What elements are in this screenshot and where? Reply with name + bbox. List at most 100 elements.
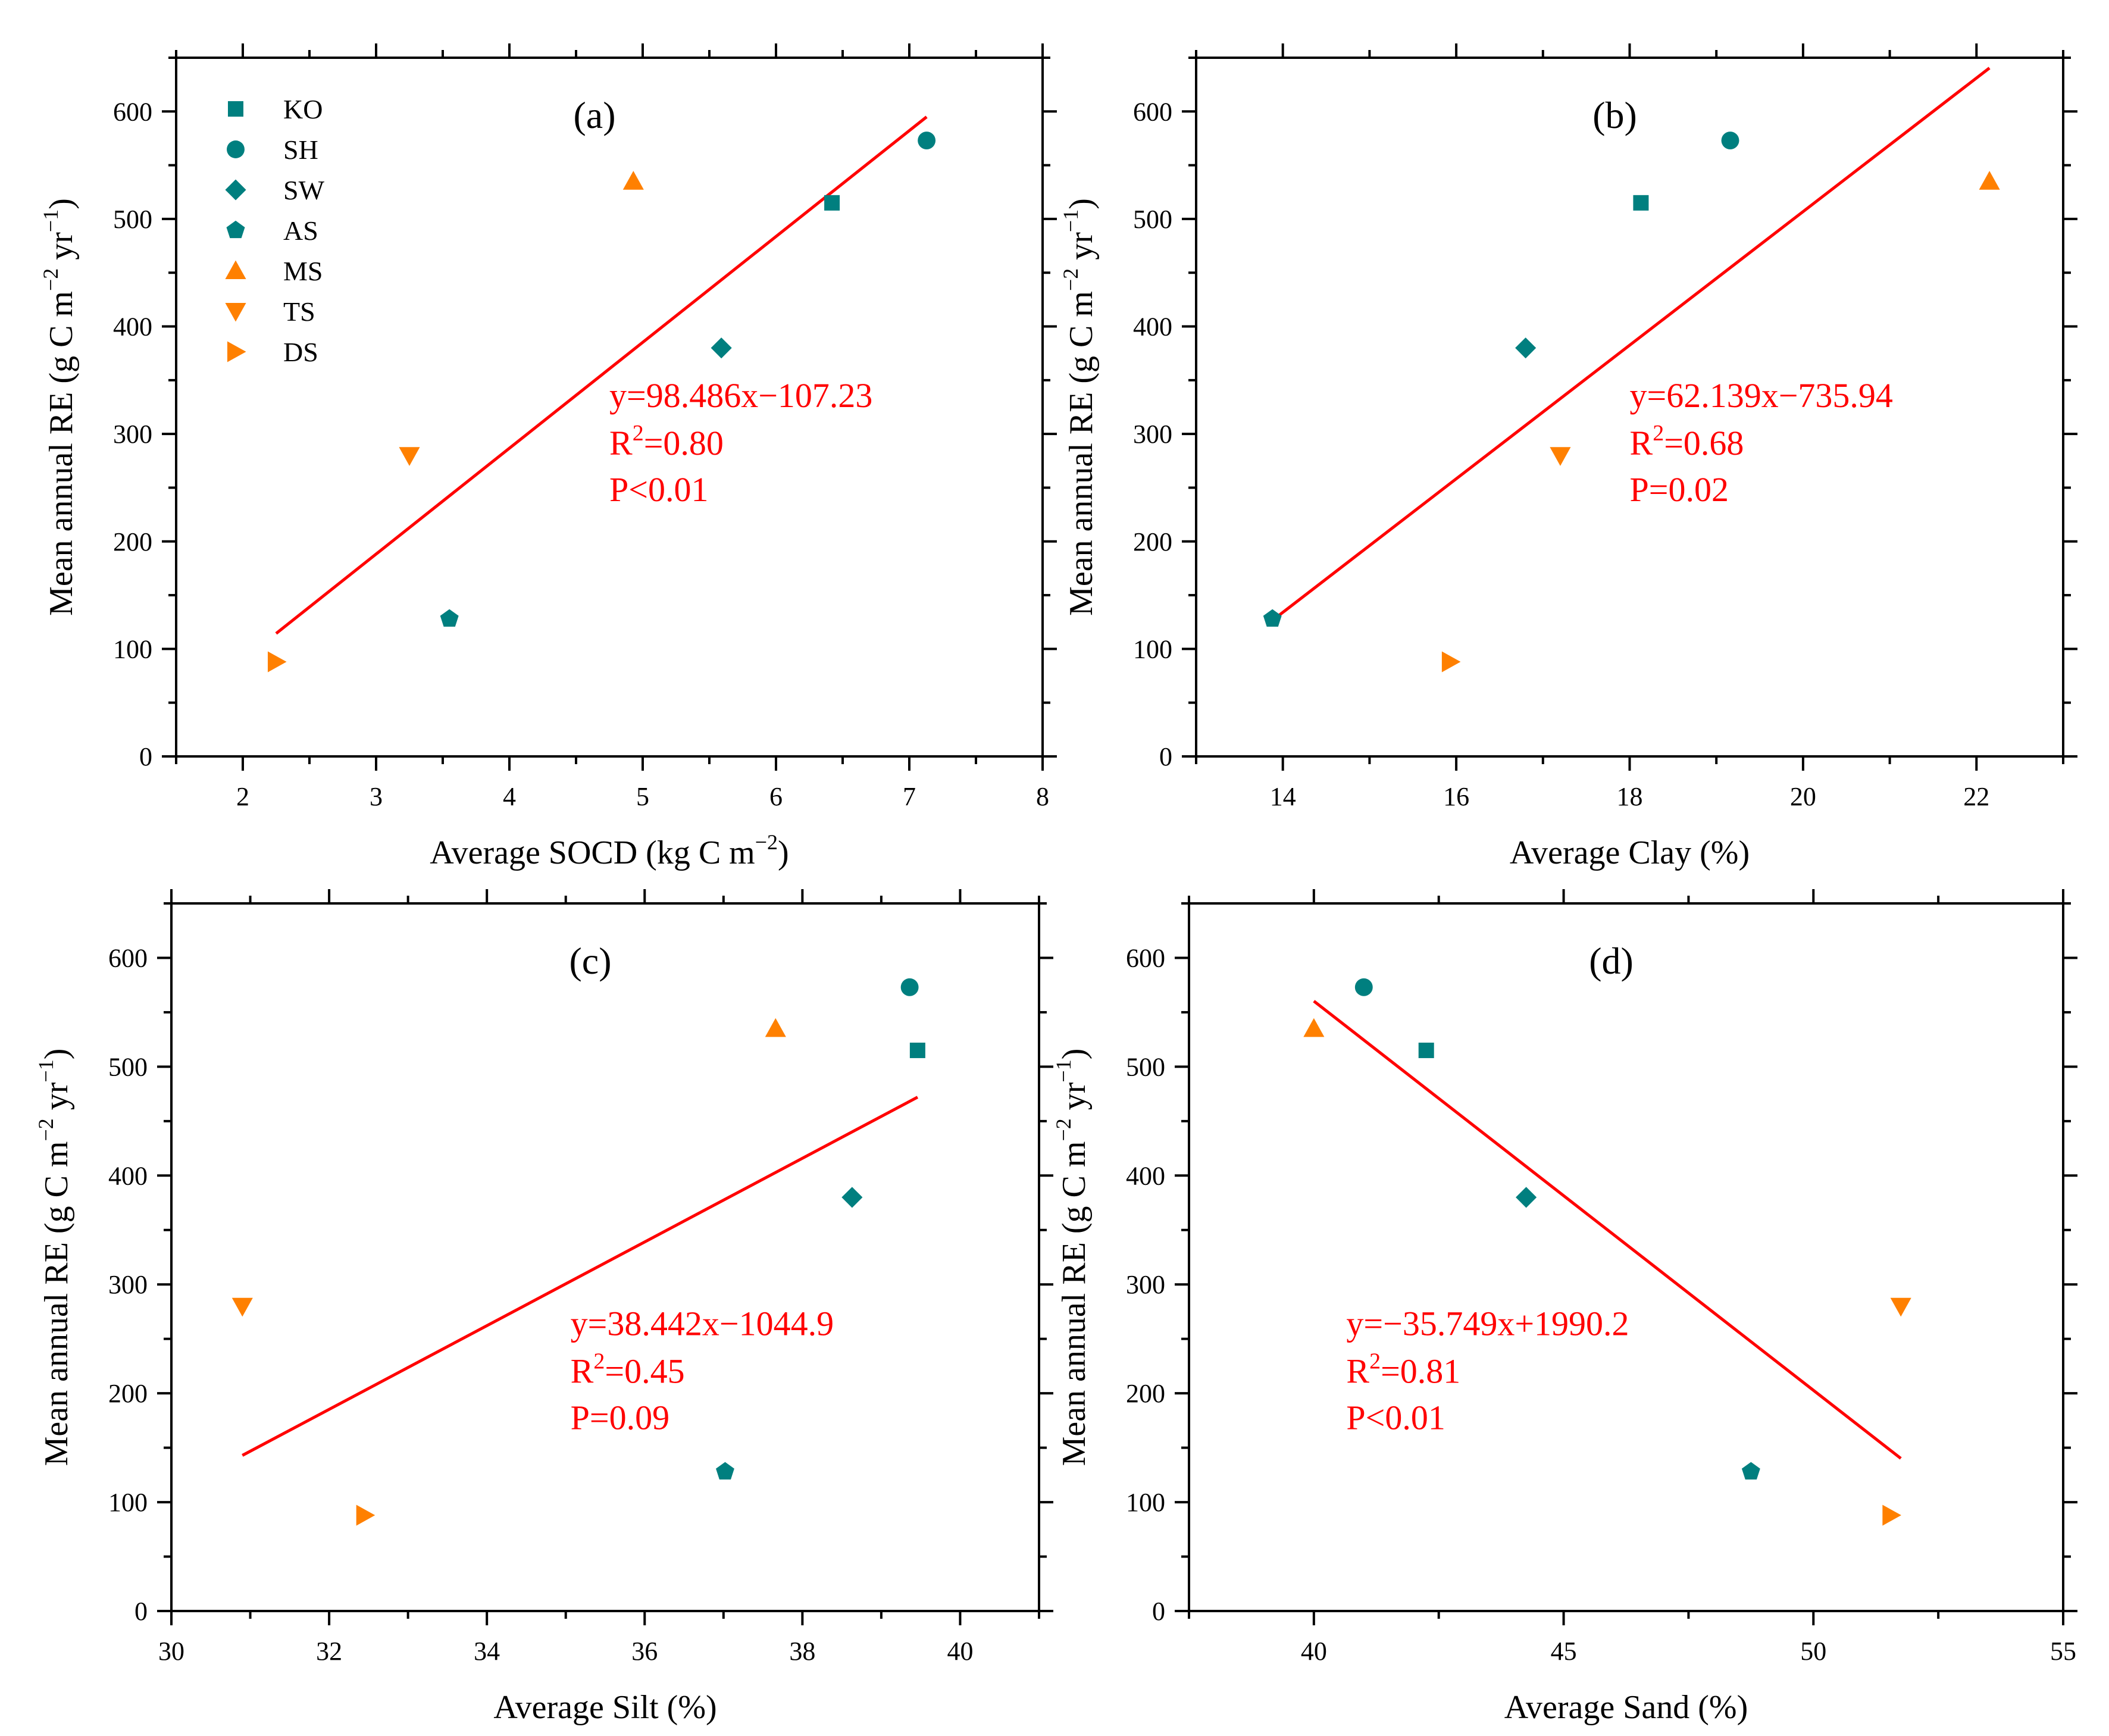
legend-marker [225,179,246,201]
y-tick-label: 400 [1133,312,1172,342]
y-tick-label: 0 [139,742,152,771]
panel-label: (a) [573,94,615,136]
legend-item-sh: SH [227,134,318,165]
y-tick-label: 300 [1133,420,1172,449]
y-tick-label: 400 [1126,1161,1165,1190]
y-tick-label: 200 [1126,1379,1165,1408]
y-tick-label: 200 [113,527,152,556]
data-point-ko [1418,1042,1434,1058]
panel-label: (b) [1592,94,1637,136]
panel-d: 40 45 50 55 0 100 200 300 400 500 600 Average Sand … [1052,889,2077,1726]
p-value: P=0.09 [571,1398,669,1437]
legend-item-sw: SW [225,175,325,205]
plot-frame [170,902,1040,1612]
legend-label: DS [283,337,318,367]
y-axis-title: Mean annual RE (g C m−2 yr−1) [39,198,80,616]
regression-line [242,1096,919,1457]
x-axis-title: Average Clay (%) [1510,834,1750,871]
data-point-as [1263,609,1282,627]
y-tick-label: 500 [1126,1052,1165,1081]
y-tick-label: 200 [1133,527,1172,556]
panel-label: (d) [1589,940,1634,982]
x-tick-label: 40 [947,1637,973,1666]
data-point-as [1741,1462,1760,1479]
r-squared: R2=0.45 [571,1349,685,1390]
y-tick-label: 400 [108,1161,148,1190]
data-point-sh [1354,978,1373,996]
x-tick-label: 38 [789,1637,815,1666]
x-tick-label: 16 [1443,782,1469,811]
data-point-ds [1882,1504,1901,1526]
data-point-ms [622,171,644,190]
legend-item-ms: MS [225,256,323,286]
y-tick-label: 0 [134,1597,148,1626]
r-squared: R2=0.68 [1630,421,1744,462]
legend-item-ts: TS [225,296,315,327]
x-tick-label: 45 [1551,1637,1577,1666]
x-tick-label: 4 [503,782,516,811]
x-tick-label: 36 [631,1637,658,1666]
legend-item-as: AS [226,215,318,246]
y-axis-title: Mean annual RE (g C m−2 yr−1) [1052,1049,1093,1466]
regression-line [1271,67,1991,622]
x-tick-label: 30 [158,1637,184,1666]
legend: KO SH SW AS MS TS DS [225,94,325,367]
data-point-as [716,1462,734,1479]
legend-label: AS [283,215,318,246]
legend-label: SW [283,175,325,205]
legend-label: MS [283,256,323,286]
x-tick-label: 7 [903,782,916,811]
y-tick-label: 0 [1152,1597,1165,1626]
y-tick-label: 500 [1133,205,1172,234]
data-point-ts [231,1297,253,1317]
legend-marker [226,220,245,239]
panel-label: (c) [569,940,611,982]
legend-marker [225,260,246,280]
plot-frame [1188,902,2064,1612]
legend-label: TS [283,296,315,327]
legend-marker [225,302,246,322]
y-tick-label: 0 [1159,742,1172,771]
x-axis-title: Average Sand (%) [1504,1689,1748,1726]
x-tick-label: 55 [2050,1637,2076,1666]
data-point-ds [356,1504,376,1526]
y-tick-label: 600 [113,97,152,126]
data-point-ko [824,195,840,211]
data-point-sw [1515,337,1537,359]
y-tick-label: 100 [1126,1488,1165,1517]
y-tick-label: 400 [113,312,152,342]
data-point-ko [1633,195,1649,211]
y-tick-label: 300 [108,1270,148,1299]
data-point-ts [1890,1297,1911,1317]
y-tick-label: 300 [113,420,152,449]
y-tick-label: 600 [1133,97,1172,126]
data-point-as [440,609,459,627]
x-tick-label: 8 [1036,782,1049,811]
data-point-sh [1721,132,1739,150]
x-axis-title: Average SOCD (kg C m−2) [430,830,788,871]
y-tick-label: 100 [108,1488,148,1517]
r-squared: R2=0.80 [609,421,724,462]
data-point-ts [399,447,420,466]
data-point-sw [1516,1187,1537,1208]
x-tick-label: 5 [636,782,649,811]
regression-equation: y=−35.749x+1990.2 [1346,1304,1629,1343]
x-tick-label: 34 [474,1637,500,1666]
legend-marker [227,341,246,362]
panel-b: 14 16 18 20 22 0 100 200 300 400 500 600 Average Cla… [1059,43,2077,871]
y-axis-title: Mean annual RE (g C m−2 yr−1) [34,1049,75,1466]
data-point-sw [841,1187,863,1208]
regression-equation: y=98.486x−107.23 [609,376,872,415]
legend-marker [227,140,245,158]
y-tick-label: 200 [108,1379,148,1408]
y-tick-label: 300 [1126,1270,1165,1299]
regression-line [275,115,928,635]
y-tick-label: 500 [113,205,152,234]
data-point-sw [711,337,732,359]
x-tick-label: 2 [236,782,249,811]
legend-label: SH [283,134,318,165]
y-axis-title: Mean annual RE (g C m−2 yr−1) [1059,198,1100,616]
panel-a: 2 3 4 5 6 7 8 0 100 200 300 400 500 600 Average SOCD (… [39,43,1057,871]
data-point-ms [765,1018,786,1037]
